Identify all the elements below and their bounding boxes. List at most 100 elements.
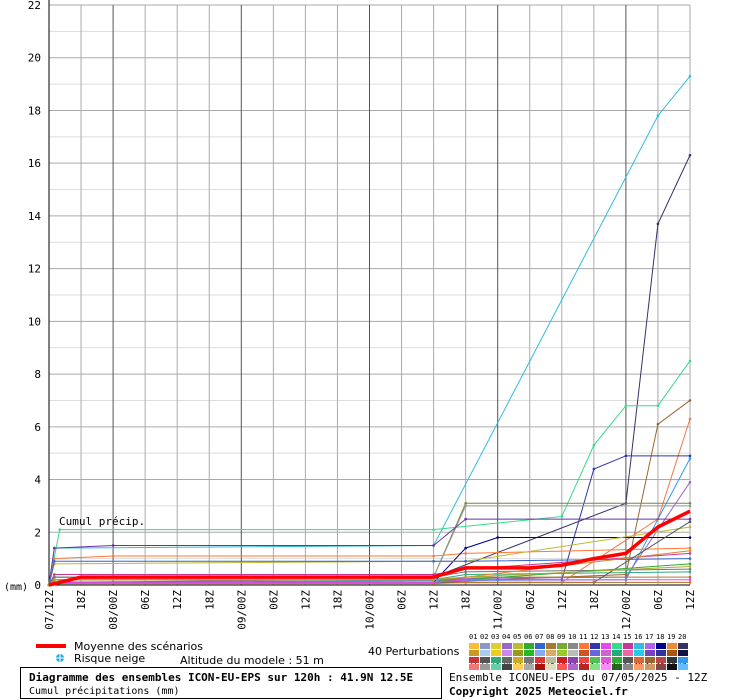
ensemble-member-point	[464, 501, 467, 505]
perturbation-swatch	[469, 657, 479, 663]
perturbation-swatch	[546, 643, 556, 649]
perturbation-swatch	[623, 650, 633, 656]
perturbation-swatch	[656, 664, 666, 670]
y-tick-label: 16	[28, 157, 41, 170]
perturbation-swatch	[656, 650, 666, 656]
perturbation-number: 18	[656, 633, 665, 641]
perturbation-swatch	[645, 657, 655, 663]
perturbation-swatch	[601, 664, 611, 670]
perturbation-swatch	[502, 664, 512, 670]
snow-legend-label: Risque neige	[74, 652, 146, 665]
perturbation-swatch	[678, 643, 688, 649]
perturbation-swatch	[546, 664, 556, 670]
perturbation-swatch	[502, 643, 512, 649]
ensemble-member-point	[111, 554, 115, 558]
ensemble-member-point	[688, 567, 692, 571]
ensemble-member-point	[688, 457, 692, 460]
mean-legend-label: Moyenne des scénarios	[74, 640, 203, 653]
perturbation-swatch	[535, 657, 545, 663]
perturbation-swatch	[491, 643, 501, 649]
perturbation-swatch	[634, 664, 644, 670]
perturbation-number: 10	[568, 633, 577, 641]
ensemble-member-point	[624, 454, 628, 458]
perturbation-swatch	[612, 657, 622, 663]
perturbation-swatch	[557, 657, 567, 663]
y-tick-label: 22	[28, 0, 41, 12]
ensemble-member-point	[688, 575, 692, 579]
perturbation-swatch	[590, 664, 600, 670]
perturbation-swatch	[667, 643, 677, 649]
ensemble-member-point	[53, 546, 56, 550]
perturbation-swatch	[612, 643, 622, 649]
perturbation-swatch	[535, 643, 545, 649]
perturbation-swatch	[656, 657, 666, 663]
perturbation-swatch	[590, 643, 600, 649]
ensemble-member-point	[688, 562, 692, 566]
ensemble-member-point	[624, 404, 628, 408]
ensemble-member-point	[432, 544, 435, 547]
y-tick-label: 14	[28, 210, 42, 223]
perturbation-swatch	[491, 664, 501, 670]
ensemble-member-point	[432, 582, 435, 585]
perturbation-swatch	[480, 643, 490, 649]
ensemble-member-point	[53, 557, 56, 560]
perturbation-swatch	[480, 650, 490, 656]
y-tick-label: 10	[28, 315, 41, 328]
ensemble-member-point	[464, 575, 467, 579]
chart-subtitle: Cumul précipitations (mm)	[29, 686, 180, 697]
ensemble-member-point	[53, 573, 56, 576]
chart-grid	[48, 0, 691, 586]
x-tick-label: 18Z	[331, 590, 344, 610]
perturbation-swatch	[568, 664, 578, 670]
perturbation-swatch	[667, 664, 677, 670]
ensemble-member-point	[432, 578, 435, 582]
perturbation-swatch	[667, 657, 677, 663]
perturbation-number: 19	[667, 633, 676, 641]
x-tick-label: 12Z	[171, 590, 184, 610]
perturbation-number: 20	[678, 633, 687, 641]
ensemble-member-point	[53, 575, 56, 579]
perturbation-swatch	[546, 657, 556, 663]
perturbation-swatch	[634, 650, 644, 656]
perturbation-swatch	[502, 650, 512, 656]
perturbation-number: 01	[469, 633, 478, 641]
perturbation-swatch	[612, 650, 622, 656]
perturbation-swatch	[590, 650, 600, 656]
ensemble-member-point	[688, 578, 692, 582]
perturbation-swatch	[678, 650, 688, 656]
perturbation-swatch	[678, 657, 688, 663]
ensemble-member-point	[688, 501, 692, 505]
x-tick-label: 09/00Z	[235, 590, 248, 630]
ensemble-member-point	[592, 467, 596, 471]
ensemble-series	[47, 74, 692, 587]
ensemble-member-point	[656, 114, 660, 118]
perturbation-number: 02	[480, 633, 489, 641]
perturbation-swatch	[579, 664, 589, 670]
perturbation-swatch	[590, 657, 600, 663]
chart-annotation: Cumul précip.	[59, 515, 145, 528]
ensemble-member-point	[53, 578, 56, 582]
perturbation-swatch	[524, 643, 534, 649]
perturbation-number: 12	[590, 633, 599, 641]
perturbation-swatch	[469, 650, 479, 656]
ensemble-member-point	[464, 517, 467, 521]
altitude-label: Altitude du modele : 51 m	[180, 654, 324, 667]
ensemble-member-point	[688, 565, 692, 568]
mean-series	[48, 509, 691, 587]
perturbation-swatch	[546, 650, 556, 656]
x-tick-label: 12Z	[684, 590, 697, 610]
y-axis-label: (mm)	[4, 582, 28, 593]
perturbation-swatch	[480, 664, 490, 670]
perturbation-number: 04	[502, 633, 511, 641]
x-tick-label: 06Z	[267, 590, 280, 610]
perturbations-label: 40 Perturbations	[368, 645, 460, 658]
ensemble-member-point	[464, 573, 467, 576]
perturbation-swatch	[557, 664, 567, 670]
copyright: Copyright 2025 Meteociel.fr	[449, 685, 628, 698]
ensemble-member-point	[688, 399, 692, 402]
perturbation-swatch	[513, 657, 523, 663]
title-box: Diagramme des ensembles ICON-EU-EPS sur …	[20, 667, 442, 699]
ensemble-member-point	[592, 443, 596, 447]
ensemble-member-point	[624, 573, 628, 576]
y-tick-label: 8	[34, 368, 41, 381]
